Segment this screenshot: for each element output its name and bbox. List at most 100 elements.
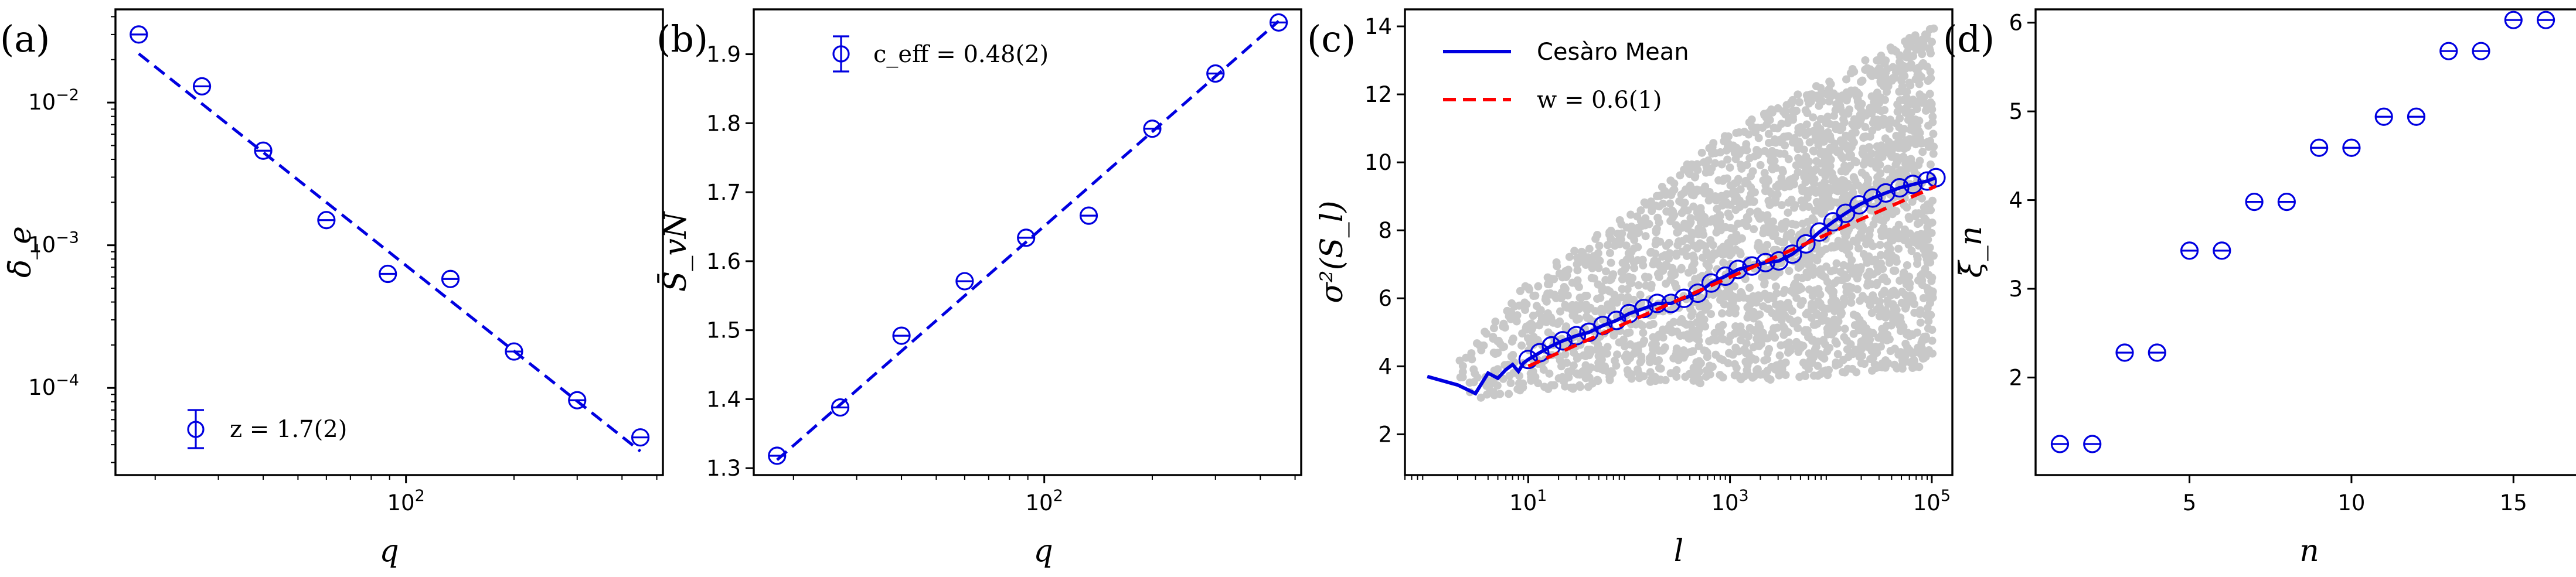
raw-sample	[1892, 306, 1901, 315]
raw-sample	[1888, 288, 1897, 296]
raw-sample	[1880, 286, 1889, 295]
raw-sample	[1734, 347, 1743, 356]
raw-sample	[1641, 274, 1650, 282]
x-tick-label: 10	[2337, 490, 2365, 515]
raw-sample	[1515, 371, 1524, 380]
raw-sample	[1898, 299, 1907, 308]
panel-b-frame	[753, 8, 1302, 476]
raw-sample	[1561, 285, 1570, 293]
raw-sample	[1886, 244, 1894, 253]
raw-sample	[1843, 345, 1852, 354]
y-tick-label: 10	[1364, 150, 1392, 175]
raw-sample	[1717, 293, 1726, 302]
raw-sample	[1922, 104, 1931, 113]
raw-sample	[1605, 228, 1614, 237]
raw-sample	[1618, 258, 1627, 267]
raw-sample	[1915, 90, 1924, 99]
raw-sample	[1912, 45, 1921, 54]
raw-sample	[1471, 369, 1479, 378]
raw-sample	[1776, 311, 1785, 320]
raw-sample	[1618, 275, 1626, 284]
panel-a-legend: z = 1.7(2)	[187, 409, 347, 449]
raw-sample	[1928, 336, 1937, 345]
mean-marker	[1661, 293, 1681, 313]
raw-sample	[1805, 349, 1813, 358]
raw-sample	[1915, 134, 1924, 142]
mean-marker	[1607, 310, 1626, 330]
raw-sample	[1895, 142, 1904, 151]
raw-sample	[1758, 273, 1767, 282]
y-tick-label: 5	[2009, 99, 2023, 124]
raw-sample	[1610, 356, 1619, 365]
raw-sample	[1816, 147, 1825, 156]
y-tick-label: 8	[1378, 218, 1392, 243]
y-tick-label: 2	[1378, 422, 1392, 447]
raw-sample	[1645, 321, 1654, 330]
raw-sample	[1763, 304, 1772, 313]
raw-sample	[1765, 344, 1774, 353]
raw-sample	[1881, 356, 1890, 365]
raw-sample	[1669, 317, 1678, 326]
raw-sample	[1808, 336, 1816, 345]
raw-sample	[1859, 134, 1868, 142]
mean-marker	[1917, 171, 1937, 191]
raw-sample	[1897, 348, 1905, 357]
raw-sample	[1915, 156, 1924, 165]
raw-sample	[1830, 315, 1839, 324]
raw-sample	[1662, 241, 1670, 250]
raw-sample	[1479, 341, 1488, 350]
raw-sample	[1823, 371, 1832, 380]
raw-sample	[1534, 282, 1543, 291]
panel-a-ylabel: δ̄_e	[3, 226, 38, 278]
raw-sample	[1786, 286, 1795, 295]
raw-sample	[1640, 198, 1649, 207]
raw-sample	[1743, 361, 1752, 370]
raw-sample	[1629, 295, 1638, 304]
raw-sample	[1904, 100, 1913, 109]
raw-sample	[1928, 326, 1937, 334]
raw-sample	[1587, 274, 1596, 282]
raw-sample	[1584, 383, 1592, 391]
raw-sample	[1574, 282, 1583, 291]
raw-sample	[1869, 242, 1877, 251]
raw-sample	[1607, 258, 1615, 267]
raw-sample	[1833, 350, 1842, 359]
raw-sample	[1624, 249, 1633, 258]
y-tick-label: 1.3	[706, 456, 741, 481]
raw-sample	[1775, 351, 1784, 360]
raw-sample	[1717, 192, 1726, 200]
raw-sample	[1835, 360, 1843, 368]
y-tick-label: 1.7	[706, 180, 741, 205]
raw-sample	[1747, 183, 1755, 192]
raw-sample	[1892, 47, 1901, 56]
raw-sample	[1791, 173, 1799, 182]
raw-sample	[1874, 261, 1883, 269]
raw-sample	[1598, 351, 1607, 360]
raw-sample	[1747, 299, 1755, 308]
raw-sample	[1771, 230, 1779, 238]
raw-sample	[1693, 318, 1702, 327]
raw-sample	[1793, 273, 1802, 282]
raw-sample	[1783, 119, 1792, 128]
raw-sample	[1924, 317, 1933, 326]
raw-sample	[1785, 267, 1794, 275]
raw-sample	[1489, 324, 1498, 333]
mean-marker	[1647, 293, 1668, 313]
raw-sample	[1886, 310, 1894, 319]
raw-sample	[1730, 282, 1739, 291]
raw-sample	[1851, 128, 1860, 137]
raw-sample	[1804, 203, 1813, 211]
raw-sample	[1745, 323, 1754, 332]
raw-sample	[1869, 329, 1877, 337]
raw-sample	[1786, 346, 1795, 355]
raw-sample	[1720, 175, 1728, 183]
x-tick-label: 5	[2183, 490, 2197, 515]
raw-sample	[1652, 226, 1660, 234]
raw-sample	[1743, 221, 1751, 230]
raw-sample	[1790, 317, 1799, 326]
raw-sample	[1866, 301, 1874, 310]
panel-c-legend-fit: w = 0.6(1)	[1537, 87, 1662, 114]
raw-sample	[1737, 336, 1745, 344]
raw-sample	[1844, 109, 1853, 118]
raw-sample	[1831, 176, 1840, 185]
